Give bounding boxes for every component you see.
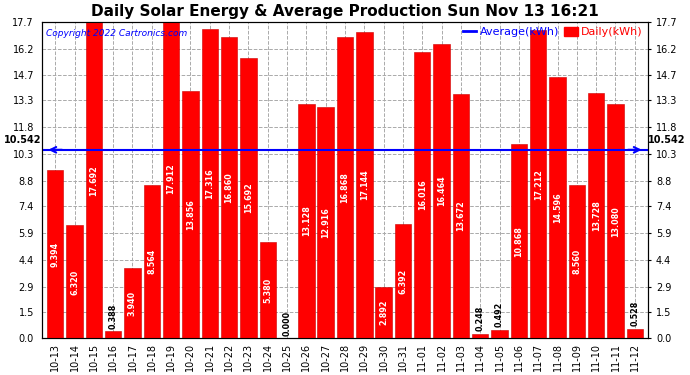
Text: 14.596: 14.596	[553, 192, 562, 223]
Text: 10.542: 10.542	[649, 135, 686, 146]
Bar	[47, 170, 63, 338]
Text: 0.492: 0.492	[495, 302, 504, 327]
Bar	[317, 107, 334, 338]
Bar	[182, 90, 199, 338]
Text: 16.016: 16.016	[417, 180, 427, 210]
Bar	[627, 329, 643, 338]
Text: 0.388: 0.388	[108, 303, 118, 329]
Bar	[607, 104, 624, 338]
Legend: Average(kWh), Daily(kWh): Average(kWh), Daily(kWh)	[463, 27, 643, 38]
Text: 13.080: 13.080	[611, 206, 620, 237]
Text: 16.860: 16.860	[224, 172, 234, 203]
Bar	[588, 93, 604, 338]
Bar	[221, 37, 237, 338]
Text: 16.464: 16.464	[437, 176, 446, 207]
Bar	[201, 28, 218, 338]
Text: 10.542: 10.542	[4, 135, 41, 146]
Bar	[491, 330, 508, 338]
Text: 6.320: 6.320	[70, 269, 79, 294]
Text: 17.144: 17.144	[359, 170, 369, 200]
Bar	[86, 22, 102, 338]
Text: 10.868: 10.868	[514, 226, 524, 256]
Bar	[259, 242, 276, 338]
Text: 17.692: 17.692	[89, 165, 99, 195]
Text: 0.000: 0.000	[282, 310, 292, 336]
Text: 6.392: 6.392	[398, 268, 408, 294]
Text: 3.940: 3.940	[128, 291, 137, 316]
Text: 5.380: 5.380	[263, 278, 273, 303]
Text: Copyright 2022 Cartronics.com: Copyright 2022 Cartronics.com	[46, 29, 187, 38]
Text: 8.564: 8.564	[147, 249, 157, 274]
Text: 13.856: 13.856	[186, 199, 195, 230]
Bar	[511, 144, 527, 338]
Text: 16.868: 16.868	[340, 172, 350, 203]
Bar	[298, 104, 315, 338]
Bar	[414, 52, 431, 338]
Text: 0.528: 0.528	[630, 301, 640, 326]
Text: 17.316: 17.316	[205, 168, 215, 199]
Bar	[569, 185, 585, 338]
Bar	[240, 58, 257, 338]
Bar	[375, 286, 392, 338]
Text: 12.916: 12.916	[321, 207, 331, 238]
Bar	[356, 32, 373, 338]
Bar	[105, 332, 121, 338]
Text: 8.560: 8.560	[572, 249, 582, 274]
Bar	[66, 225, 83, 338]
Bar	[433, 44, 450, 338]
Text: 13.728: 13.728	[591, 200, 601, 231]
Title: Daily Solar Energy & Average Production Sun Nov 13 16:21: Daily Solar Energy & Average Production …	[91, 4, 599, 19]
Text: 0.248: 0.248	[475, 306, 485, 331]
Bar	[530, 30, 546, 338]
Bar	[163, 18, 179, 338]
Text: 9.394: 9.394	[50, 242, 60, 267]
Bar	[549, 77, 566, 338]
Text: 13.128: 13.128	[302, 206, 311, 236]
Text: 17.912: 17.912	[166, 163, 176, 194]
Bar	[337, 37, 353, 338]
Bar	[472, 334, 489, 338]
Text: 13.672: 13.672	[456, 201, 466, 231]
Bar	[453, 94, 469, 338]
Bar	[395, 224, 411, 338]
Text: 2.892: 2.892	[379, 300, 388, 325]
Bar	[144, 185, 160, 338]
Bar	[124, 268, 141, 338]
Text: 15.692: 15.692	[244, 183, 253, 213]
Text: 17.212: 17.212	[533, 169, 543, 200]
